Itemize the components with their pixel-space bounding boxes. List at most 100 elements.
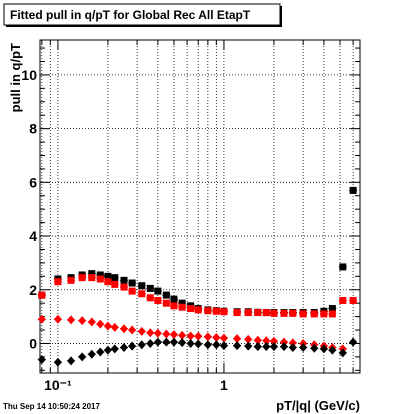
data-point [178,338,187,348]
y-axis-label: pull in q/pT [8,43,23,112]
data-point [233,309,241,317]
data-point [178,330,187,340]
x-tick-label: 1 [220,377,228,393]
data-point [110,322,119,332]
data-point [137,326,146,336]
data-point [262,342,271,352]
y-tick-label: 8 [29,121,37,137]
data-point [349,296,357,304]
tick-labels: 0 2 4 6 8 10 10⁻¹ 1 [21,67,228,393]
data-point [111,280,119,288]
data-point [88,270,96,278]
data-point [269,342,278,352]
data-point [244,334,253,344]
data-point [299,310,307,318]
data-point [78,274,86,282]
data-point [233,341,242,351]
data-point [170,295,178,303]
series-2 [37,314,347,354]
data-point [96,319,105,329]
axis-ticks [40,40,360,373]
data-point [269,336,278,346]
data-point [169,330,178,340]
data-point [194,339,203,349]
data-point [104,272,112,280]
data-point [186,338,195,348]
data-point [194,331,203,341]
data-point [111,274,119,282]
data-point [244,341,253,351]
data-point [244,309,252,317]
data-point [53,357,62,367]
data-point [279,342,288,352]
data-point [233,334,242,344]
data-point [262,309,270,317]
data-point [219,341,228,351]
data-point [162,329,171,339]
data-point [328,305,336,313]
data-point [138,282,146,290]
data-point [96,275,104,283]
y-tick-label: 10 [21,67,37,83]
data-point [162,337,171,347]
y-tick-label: 0 [29,335,37,351]
x-tick-label: 10⁻¹ [44,377,72,393]
data-point [310,343,319,353]
data-point [319,344,328,354]
data-point [162,291,170,299]
data-point [262,336,271,346]
data-point [339,296,347,304]
data-point [87,349,96,359]
data-point [37,314,46,324]
data-point [154,296,162,304]
data-point [170,302,178,310]
chart-title: Fitted pull in q/pT for Global Rec All E… [10,8,251,22]
y-tick-label: 4 [29,228,37,244]
data-point [38,291,46,299]
data-point [78,352,87,362]
data-point [154,287,162,295]
data-point [178,303,186,311]
y-tick-label: 6 [29,174,37,190]
data-point [299,342,308,352]
data-point [137,340,146,350]
data-point [203,332,212,342]
data-point [128,341,137,351]
data-point [67,356,76,366]
x-axis-label: pT/|q| (GeV/c) [276,398,360,413]
data-point [103,321,112,331]
data-point [212,340,221,350]
data-point [187,305,195,313]
data-point [328,345,337,355]
data-point [289,309,297,317]
data-point [88,274,96,282]
data-point [288,338,297,348]
data-point [178,299,186,307]
data-point [119,342,128,352]
footer-timestamp: Thu Sep 14 10:50:24 2017 [3,402,100,411]
data-point [186,331,195,341]
data-point [288,342,297,352]
data-point [128,325,137,335]
data-point [219,333,228,343]
data-point [212,307,220,315]
data-point [310,310,318,318]
data-point [37,355,46,365]
data-point [67,315,76,325]
y-tick-label: 2 [29,282,37,298]
data-point [53,314,62,324]
data-point [153,337,162,347]
data-point [96,347,105,357]
data-point [78,316,87,326]
data-point [146,284,154,292]
data-point [253,335,262,345]
data-point [203,340,212,350]
data-point [54,278,62,286]
chart-title-box: Fitted pull in q/pT for Global Rec All E… [3,3,282,27]
data-point [204,307,212,315]
data-point [96,271,104,279]
data-point [120,283,128,291]
data-point [110,344,119,354]
data-point [146,338,155,348]
